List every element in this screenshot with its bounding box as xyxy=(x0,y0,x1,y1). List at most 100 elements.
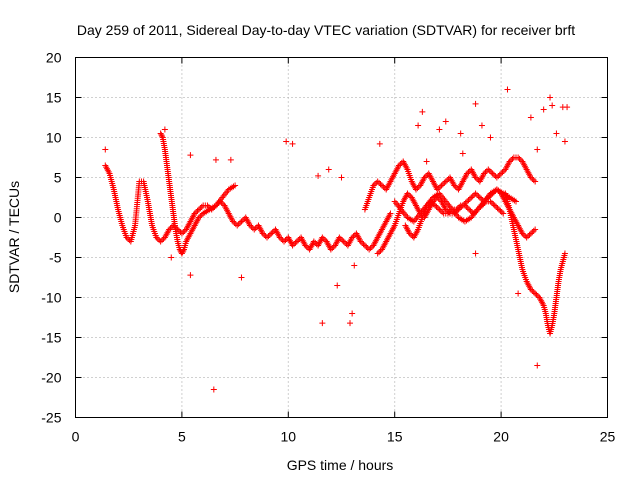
data-point xyxy=(451,182,458,189)
data-point xyxy=(351,262,358,269)
data-point xyxy=(491,202,498,209)
data-point xyxy=(158,131,165,138)
data-point xyxy=(509,155,516,162)
data-point xyxy=(441,179,448,186)
data-point xyxy=(442,118,449,125)
data-point xyxy=(281,238,288,245)
data-point xyxy=(432,202,439,209)
x-tick-label: 5 xyxy=(178,429,186,445)
data-point xyxy=(493,203,500,210)
data-point xyxy=(488,199,495,206)
data-point xyxy=(506,158,513,165)
data-point xyxy=(508,157,515,164)
data-point xyxy=(487,134,494,141)
data-point xyxy=(473,191,480,198)
data-point xyxy=(533,291,540,298)
x-tick-label: 10 xyxy=(281,429,297,445)
data-point xyxy=(466,195,473,202)
data-point xyxy=(438,182,445,189)
data-point xyxy=(442,178,449,185)
data-point xyxy=(251,226,258,233)
data-point xyxy=(489,170,496,177)
data-point xyxy=(532,178,539,185)
data-point xyxy=(283,138,290,145)
data-point xyxy=(434,205,441,212)
y-axis-label: SDTVAR / TECUs xyxy=(6,181,22,293)
data-point xyxy=(527,174,534,181)
data-point xyxy=(312,239,319,246)
data-point xyxy=(310,238,317,245)
data-point xyxy=(261,231,268,238)
data-point xyxy=(515,154,522,161)
data-point xyxy=(464,170,471,177)
data-point xyxy=(467,207,474,214)
x-tick-labels: 0 5 10 15 20 25 xyxy=(72,429,616,445)
data-point xyxy=(469,193,476,200)
data-point xyxy=(436,206,443,213)
data-point xyxy=(444,177,451,184)
data-point xyxy=(376,249,383,256)
data-point xyxy=(361,242,368,249)
data-point xyxy=(472,174,479,181)
y-tick-label: 15 xyxy=(46,90,62,106)
data-point xyxy=(487,198,494,205)
data-point xyxy=(363,243,370,250)
data-point xyxy=(452,183,459,190)
data-point xyxy=(276,234,283,241)
data-point xyxy=(290,241,297,248)
data-point xyxy=(437,207,444,214)
data-point xyxy=(478,195,485,202)
data-point xyxy=(266,231,273,238)
data-point xyxy=(180,247,187,254)
data-point xyxy=(472,250,479,257)
y-tick-label: -5 xyxy=(49,250,62,266)
y-tick-labels: -25 -20 -15 -10 -5 0 5 10 15 20 xyxy=(41,50,61,426)
data-point xyxy=(154,235,161,242)
data-point xyxy=(412,186,419,193)
data-point xyxy=(532,226,539,233)
data-point xyxy=(302,242,309,249)
data-point xyxy=(464,198,471,205)
data-point xyxy=(239,217,246,224)
data-point xyxy=(532,290,539,297)
data-point xyxy=(197,213,204,220)
data-point xyxy=(512,198,519,205)
data-point xyxy=(320,235,327,242)
data-point xyxy=(516,155,523,162)
data-point xyxy=(168,254,175,261)
data-point xyxy=(336,234,343,241)
data-point xyxy=(377,181,384,188)
data-point xyxy=(359,239,366,246)
data-point xyxy=(252,225,259,232)
data-point xyxy=(408,231,415,238)
data-point xyxy=(547,94,554,101)
data-point xyxy=(491,171,498,178)
data-point xyxy=(231,219,238,226)
data-point xyxy=(338,174,345,181)
data-point xyxy=(485,166,492,173)
data-point xyxy=(124,235,131,242)
data-point xyxy=(232,182,239,189)
data-point xyxy=(229,218,236,225)
data-point xyxy=(430,201,437,208)
data-point xyxy=(234,222,241,229)
data-point xyxy=(494,205,501,212)
x-tick-label: 0 xyxy=(72,429,80,445)
data-point xyxy=(193,209,200,216)
data-point xyxy=(340,238,347,245)
data-point xyxy=(421,174,428,181)
data-point xyxy=(357,238,364,245)
data-point xyxy=(553,130,560,137)
data-point xyxy=(349,310,356,317)
data-point xyxy=(482,169,489,176)
data-point xyxy=(374,178,381,185)
data-point xyxy=(490,201,497,208)
data-point xyxy=(468,194,475,201)
data-point xyxy=(289,140,296,147)
data-point xyxy=(472,190,479,197)
data-point xyxy=(102,146,109,153)
data-point xyxy=(212,156,219,163)
y-tick-label: 0 xyxy=(54,210,62,226)
data-point xyxy=(561,138,568,145)
